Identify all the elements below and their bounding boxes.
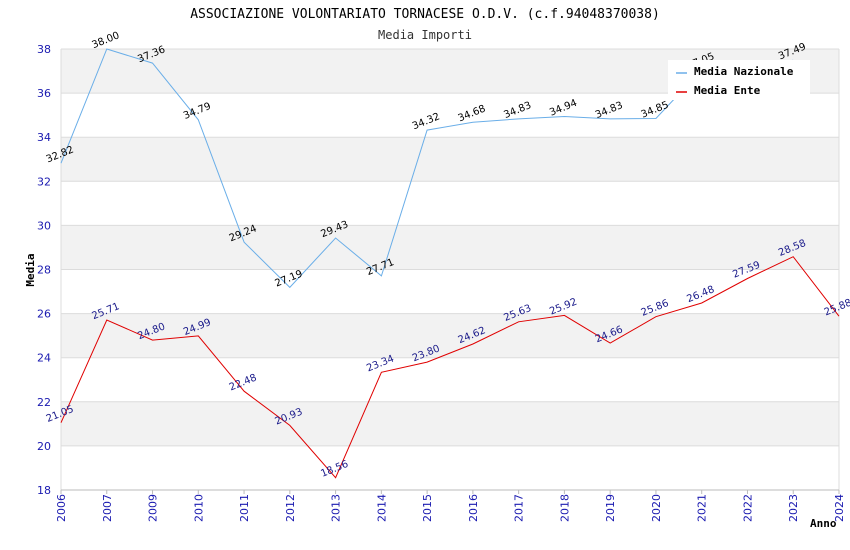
- x-tick-label: 2009: [147, 494, 160, 522]
- series-line-ente: [60, 256, 840, 479]
- y-tick-label: 36: [37, 87, 51, 100]
- data-label: 34.83: [594, 100, 625, 121]
- legend-label-nazionale: Media Nazionale: [694, 65, 794, 78]
- x-tick-label: 2023: [787, 494, 800, 522]
- legend: Media Nazionale Media Ente: [668, 60, 810, 100]
- data-label: 26.48: [685, 284, 716, 305]
- data-label: 34.32: [411, 111, 442, 132]
- x-tick-label: 2014: [375, 494, 388, 522]
- x-tick-label: 2011: [238, 494, 251, 522]
- y-axis-label: Media: [24, 253, 37, 286]
- x-axis-label: Anno: [810, 517, 837, 530]
- plot-band: [61, 225, 839, 270]
- legend-label-ente: Media Ente: [694, 84, 761, 97]
- plot-band: [61, 137, 839, 182]
- series-lines: [60, 48, 840, 479]
- y-tick-label: 26: [37, 308, 51, 321]
- y-tick-label: 32: [37, 175, 51, 188]
- x-tick-label: 2021: [696, 494, 709, 522]
- x-tick-label: 2007: [101, 494, 114, 522]
- y-tick-label: 38: [37, 43, 51, 56]
- x-tick-label: 2015: [421, 494, 434, 522]
- data-label: 34.85: [640, 100, 671, 121]
- chart-subtitle: Media Importi: [378, 28, 472, 42]
- x-tick-label: 2017: [513, 494, 526, 522]
- y-tick-label: 20: [37, 440, 51, 453]
- y-tick-label: 30: [37, 219, 51, 232]
- y-tick-label: 34: [37, 131, 51, 144]
- y-tick-label: 18: [37, 484, 51, 497]
- x-tick-label: 2010: [192, 494, 205, 522]
- x-tick-label: 2016: [467, 494, 480, 522]
- x-tick-label: 2020: [650, 494, 663, 522]
- data-label: 38.00: [90, 30, 121, 51]
- plot-band: [61, 401, 839, 446]
- series-line-nazionale: [60, 48, 794, 289]
- y-tick-label: 22: [37, 396, 51, 409]
- x-axis-ticks: 2006 2007 2009 2010 2011 2012 2013 2014 2015 2016…: [55, 490, 846, 522]
- x-tick-label: 2013: [330, 494, 343, 522]
- x-tick-label: 2018: [558, 494, 571, 522]
- y-tick-label: 24: [37, 352, 51, 365]
- x-tick-label: 2012: [284, 494, 297, 522]
- x-tick-label: 2006: [55, 494, 68, 522]
- x-tick-label: 2024: [833, 494, 846, 522]
- x-tick-label: 2019: [604, 494, 617, 522]
- chart-title: ASSOCIAZIONE VOLONTARIATO TORNACESE O.D.…: [190, 7, 660, 22]
- data-label: 34.94: [548, 98, 579, 119]
- y-axis-ticks: 18 20 22 24 26 28 30 32 34 36 38: [37, 43, 51, 497]
- x-tick-label: 2022: [741, 494, 754, 522]
- plot-background: [61, 49, 839, 446]
- y-tick-label: 28: [37, 264, 51, 277]
- plot-band: [61, 313, 839, 358]
- legend-box: [668, 60, 810, 100]
